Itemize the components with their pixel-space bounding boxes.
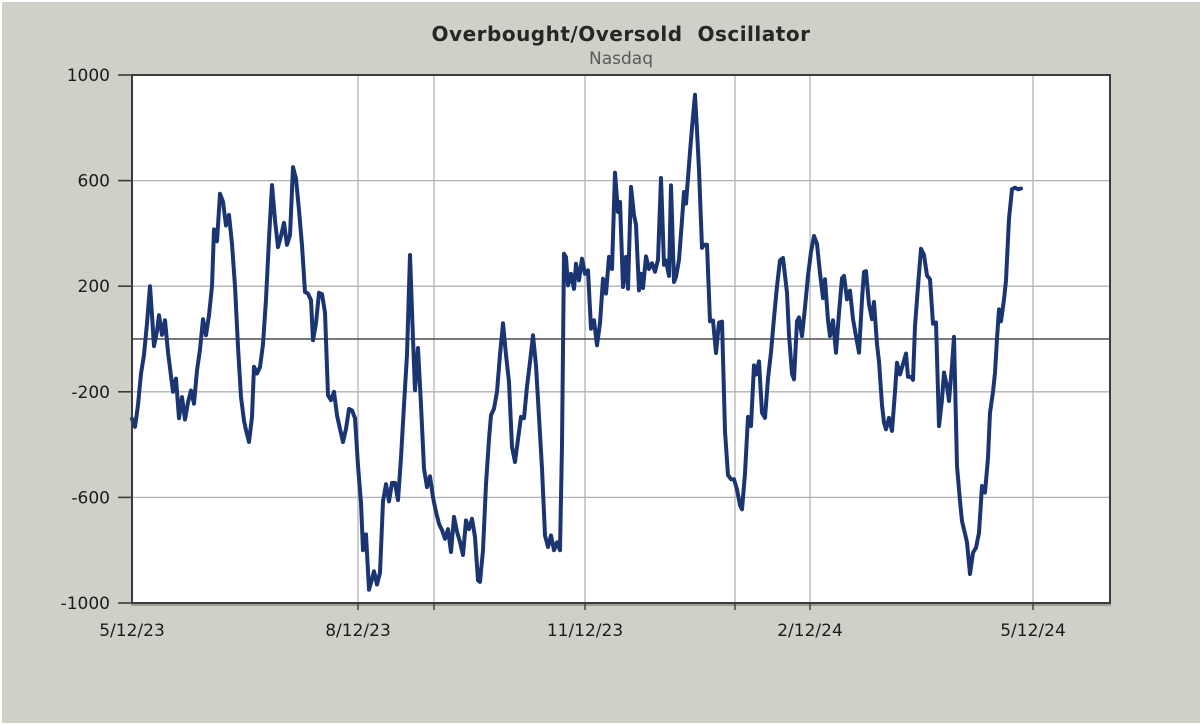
oscillator-line xyxy=(130,92,1023,592)
x-axis-label: 8/12/23 xyxy=(325,621,391,641)
y-axis-label: 200 xyxy=(78,277,110,297)
x-axis-label: 5/12/24 xyxy=(1000,621,1066,641)
chart-title: Overbought/Oversold Oscillator xyxy=(431,22,811,46)
x-axis-label: 11/12/23 xyxy=(547,621,623,641)
plot-border xyxy=(131,74,1111,604)
y-axis-label: -200 xyxy=(71,383,110,403)
y-axis-label: 600 xyxy=(78,172,110,192)
chart-subtitle: Nasdaq xyxy=(589,49,653,69)
y-axis-label: -600 xyxy=(71,488,110,508)
y-axis-label: 1000 xyxy=(67,66,110,86)
x-axis-label: 2/12/24 xyxy=(777,621,843,641)
x-axis-label: 5/12/23 xyxy=(99,621,165,641)
y-axis-label: -1000 xyxy=(61,594,110,614)
